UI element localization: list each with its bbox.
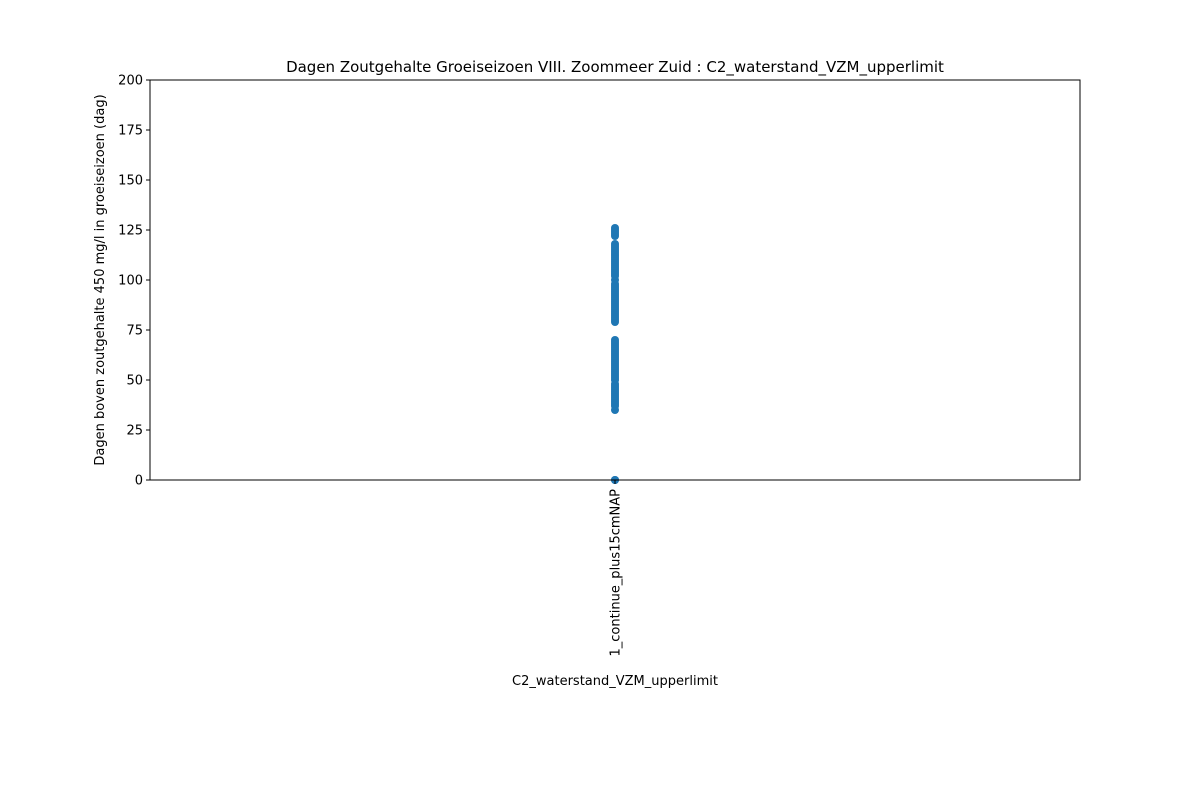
y-tick-label: 125 (118, 224, 143, 239)
data-point (611, 224, 619, 232)
y-tick-label: 75 (126, 324, 143, 339)
x-axis: 1_continue_plus15cmNAP (609, 480, 624, 656)
y-tick-label: 0 (135, 474, 143, 489)
y-tick-label: 200 (118, 74, 143, 89)
data-point (611, 336, 619, 344)
y-tick-label: 150 (118, 174, 143, 189)
data-points (611, 224, 619, 484)
y-axis: 0 25 50 75 100 125 150 175 200 (118, 74, 150, 489)
x-axis-label: C2_waterstand_VZM_upperlimit (512, 674, 718, 689)
y-tick-label: 100 (118, 274, 143, 289)
y-tick-label: 50 (126, 374, 143, 389)
data-point (611, 240, 619, 248)
chart-title: Dagen Zoutgehalte Groeiseizoen VIII. Zoo… (286, 58, 944, 77)
x-tick-label: 1_continue_plus15cmNAP (609, 489, 624, 657)
y-tick-label: 175 (118, 124, 143, 139)
y-axis-label: Dagen boven zoutgehalte 450 mg/l in groe… (93, 94, 108, 465)
y-tick-label: 25 (126, 424, 143, 439)
